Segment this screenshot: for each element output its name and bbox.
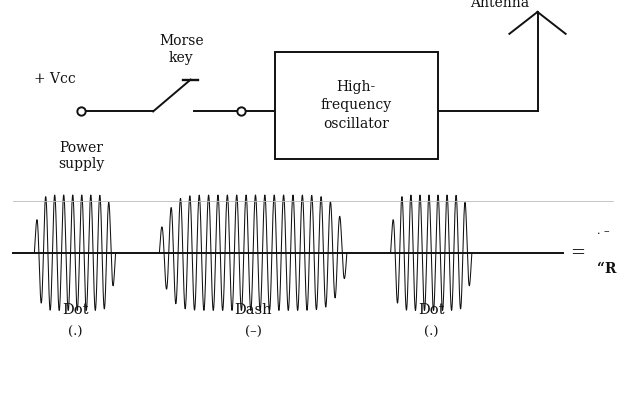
Text: (–): (–)	[245, 326, 262, 339]
Text: Dot: Dot	[418, 303, 444, 318]
Text: Morse
key: Morse key	[159, 34, 204, 65]
Text: (.): (.)	[424, 326, 439, 339]
Bar	[275, 52, 438, 159]
Text: Antenna: Antenna	[471, 0, 529, 10]
Text: Power
supply: Power supply	[58, 141, 104, 172]
Text: Dot: Dot	[62, 303, 88, 318]
Text: High-
frequency
oscillator: High- frequency oscillator	[321, 80, 392, 131]
Text: “R: “R	[597, 261, 616, 276]
Text: . –: . –	[597, 226, 609, 236]
Text: =: =	[571, 244, 586, 262]
Text: (.): (.)	[68, 326, 82, 339]
Text: + Vcc: + Vcc	[34, 72, 76, 86]
Text: Dash: Dash	[234, 303, 272, 318]
